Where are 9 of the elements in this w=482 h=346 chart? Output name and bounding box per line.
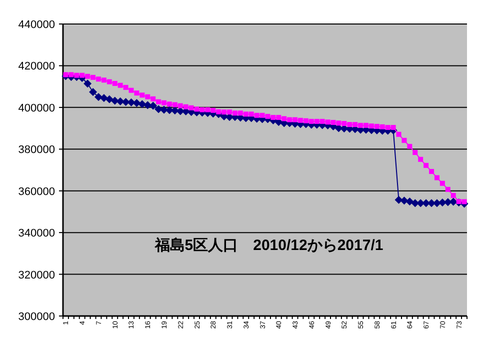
y-tick-label: 300000 [18, 311, 55, 323]
y-tick-label: 340000 [18, 228, 55, 240]
y-tick-label: 320000 [18, 269, 55, 282]
text: 福島5区人口 2010/12から2017/1 [154, 237, 384, 254]
y-tick-label: 440000 [18, 19, 55, 31]
y-tick-label: 400000 [18, 102, 55, 114]
y-tick-label: 360000 [18, 186, 55, 198]
y-tick-label: 420000 [18, 60, 55, 73]
y-tick-label: 380000 [18, 144, 55, 156]
